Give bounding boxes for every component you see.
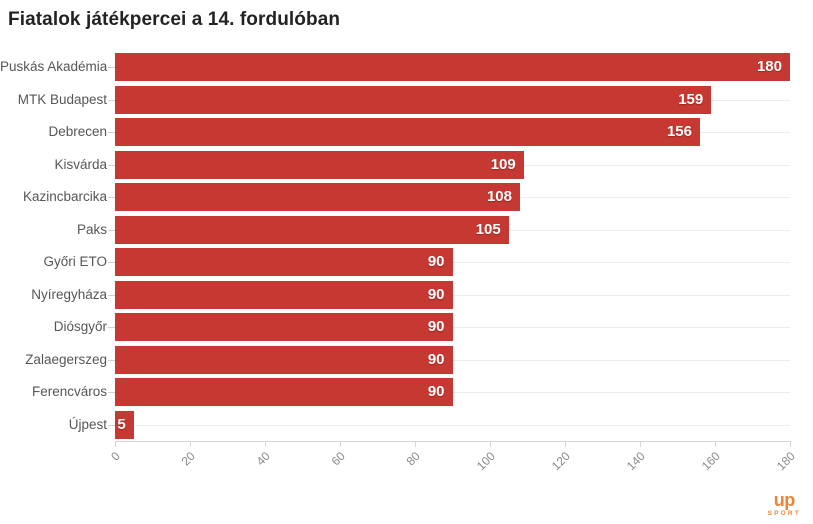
row-tick — [108, 327, 115, 328]
x-axis-tick — [115, 442, 116, 447]
row-tick — [108, 99, 115, 101]
bar-value-label: 108 — [486, 188, 512, 205]
bar-value-label: 90 — [427, 318, 445, 335]
row-gridline — [115, 392, 790, 393]
x-axis-tick — [490, 442, 491, 447]
bar-value-label: 180 — [756, 58, 782, 75]
x-tick-label: 140 — [623, 449, 648, 474]
row-tick — [108, 262, 115, 263]
category-label: Zalaegerszeg — [25, 351, 107, 367]
bar-value-label: 90 — [427, 383, 445, 400]
bar: 156 — [115, 118, 700, 146]
category-label: MTK Budapest — [17, 91, 107, 107]
bar: 159 — [115, 85, 712, 114]
bar-value-label: 90 — [427, 350, 445, 368]
x-tick-label: 20 — [178, 449, 198, 469]
bar-value-label: 90 — [427, 253, 445, 270]
x-tick-label: 180 — [773, 449, 798, 474]
bar: 90 — [115, 280, 453, 309]
bar: 105 — [115, 215, 509, 244]
bar: 109 — [115, 150, 524, 179]
bar-value-label: 90 — [427, 285, 445, 303]
x-tick-label: 60 — [328, 449, 348, 469]
x-tick-label: 100 — [473, 449, 498, 474]
x-axis-tick — [190, 442, 191, 447]
x-axis-tick — [265, 442, 266, 447]
category-label: Győri ETO — [43, 254, 107, 269]
category-label: Kazincbarcika — [22, 189, 107, 204]
bar-value-label: 156 — [666, 123, 692, 140]
x-axis-line — [115, 441, 791, 442]
upsport-logo: up SPORT — [768, 491, 801, 518]
bar-value-label: 5 — [117, 415, 126, 433]
x-axis-tick — [790, 442, 791, 447]
chart-title: Fiatalok játékpercei a 14. fordulóban — [8, 9, 341, 30]
category-label: Nyíregyháza — [31, 286, 107, 302]
bar: 90 — [115, 378, 453, 406]
bar: 90 — [115, 313, 453, 341]
category-label: Puskás Akadémia — [0, 59, 108, 74]
category-label: Ferencváros — [31, 384, 107, 399]
row-tick — [108, 424, 115, 426]
row-gridline — [115, 262, 790, 263]
x-axis-tick — [640, 442, 641, 447]
bar-value-label: 159 — [678, 90, 704, 108]
x-axis-tick — [340, 442, 341, 447]
bar: 108 — [115, 183, 520, 211]
category-label: Kisvárda — [54, 156, 107, 172]
x-tick-label: 40 — [253, 449, 273, 469]
x-tick-label: 160 — [698, 449, 723, 474]
bar-value-label: 109 — [490, 155, 516, 173]
row-gridline — [115, 359, 790, 361]
bar-value-label: 105 — [475, 220, 501, 238]
row-tick — [108, 164, 115, 166]
x-tick-label: 120 — [548, 449, 573, 474]
x-axis-tick — [565, 442, 566, 447]
category-label: Debrecen — [48, 124, 107, 139]
bar: 5 — [115, 410, 134, 439]
category-label: Paks — [76, 221, 107, 237]
row-tick — [108, 67, 115, 68]
x-tick-label: 0 — [108, 449, 123, 464]
x-axis-tick — [415, 442, 416, 447]
row-gridline — [115, 327, 790, 328]
row-tick — [108, 197, 115, 198]
logo-subtext: SPORT — [767, 509, 801, 517]
row-tick — [108, 359, 115, 361]
row-tick — [108, 229, 115, 231]
row-gridline — [115, 294, 790, 296]
category-label: Diósgyőr — [53, 319, 107, 334]
row-tick — [108, 392, 115, 393]
category-label: Újpest — [68, 416, 107, 432]
bar: 90 — [115, 345, 453, 374]
row-tick — [108, 132, 115, 133]
bar: 90 — [115, 248, 453, 276]
row-gridline — [115, 424, 790, 426]
bar: 180 — [115, 53, 790, 81]
logo-text: up — [773, 489, 796, 510]
x-tick-label: 80 — [403, 449, 423, 469]
x-axis-tick — [715, 442, 716, 447]
row-tick — [108, 294, 115, 296]
